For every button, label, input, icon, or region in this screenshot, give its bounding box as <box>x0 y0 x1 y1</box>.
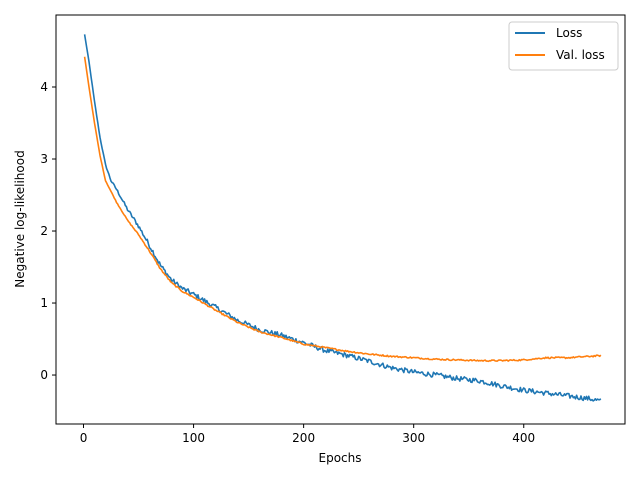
y-tick-label: 0 <box>40 368 48 382</box>
x-tick-label: 300 <box>402 431 425 445</box>
legend-label-loss: Loss <box>556 26 582 40</box>
axes-frame <box>55 14 626 425</box>
x-axis-label: Epochs <box>319 451 362 465</box>
x-tick-label: 100 <box>182 431 205 445</box>
plot-area <box>55 14 626 425</box>
y-tick-label: 1 <box>40 296 48 310</box>
y-axis-label: Negative log-likelihood <box>13 150 27 287</box>
x-axis: 0 100 200 300 400 <box>80 424 535 445</box>
x-tick-label: 0 <box>80 431 88 445</box>
y-tick-label: 4 <box>40 80 48 94</box>
y-tick-label: 2 <box>40 224 48 238</box>
series-line-val-loss <box>83 56 602 363</box>
y-axis: 0 1 2 3 4 <box>40 80 56 382</box>
x-tick-label: 200 <box>292 431 315 445</box>
x-tick-label: 400 <box>512 431 535 445</box>
y-tick-label: 3 <box>40 152 48 166</box>
legend: Loss Val. loss <box>508 21 619 71</box>
series-line-loss <box>83 34 602 402</box>
series-layer <box>83 34 602 402</box>
legend-label-val-loss: Val. loss <box>556 48 605 62</box>
